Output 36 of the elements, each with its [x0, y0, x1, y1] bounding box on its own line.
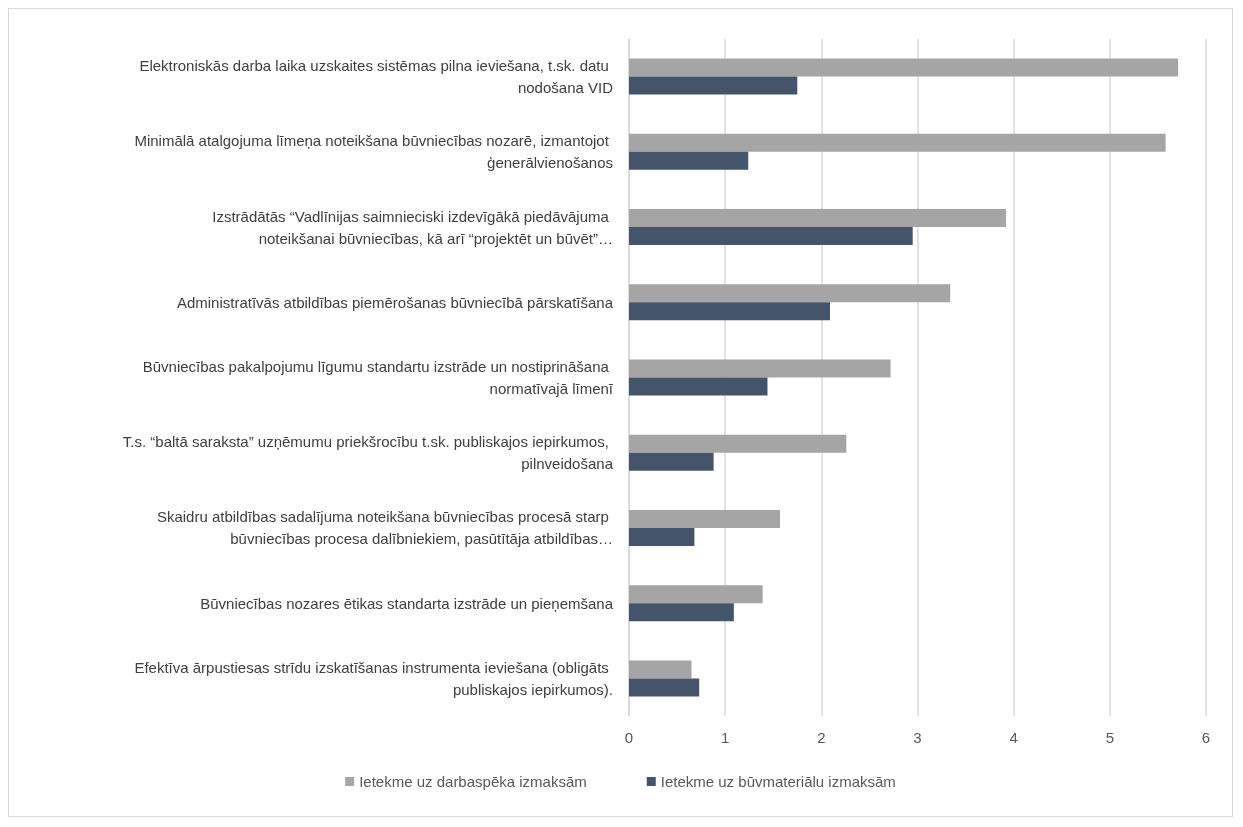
y-tick-label: Elektroniskās darba laika uzskaites sistēmas pilna ieviešana, t.sk. datu nodošana VID [139, 57, 614, 97]
bar [629, 284, 951, 303]
bar [629, 660, 692, 679]
y-tick-label: Efektīva ārpustiesas strīdu izskatīšanas instrumenta ieviešana (obligāts publiskajos iepirkumos). [134, 658, 613, 698]
y-tick-label: Administratīvās atbildības piemērošanas būvniecībā pārskatīšana [176, 293, 614, 311]
x-tick-label: 0 [624, 729, 634, 746]
legend-label: Ietekme uz būvmateriālu izmaksām [660, 773, 896, 790]
y-tick-label: Būvniecības pakalpojumu līgumu standartu izstrāde un nostiprināšana normatīvajā līmenī [142, 358, 614, 397]
bar [629, 227, 913, 246]
y-tick-label: Skaidru atbildības sadalījuma noteikšana būvniecības procesā starp būvniecības procesa dalībniekiem, pasūtītāja atbildības… [156, 508, 613, 548]
bar [629, 151, 749, 170]
x-tick-label: 1 [720, 729, 730, 746]
bar [629, 434, 847, 453]
y-tick-label: T.s. “baltā saraksta” uzņēmumu priekšrocību t.sk. publiskajos iepirkumos, pilnveidošana [122, 433, 614, 473]
bar [629, 377, 768, 396]
x-tick-label: 6 [1201, 729, 1211, 746]
bar [629, 585, 763, 604]
x-tick-label: 5 [1105, 729, 1115, 746]
x-tick-label: 3 [913, 729, 922, 746]
bar [629, 359, 891, 378]
bar [629, 302, 830, 321]
x-tick-label: 4 [1009, 729, 1018, 746]
bar [629, 76, 798, 95]
x-tick-label: 2 [817, 729, 826, 746]
bar [629, 603, 734, 622]
bar [629, 58, 1179, 77]
bar [629, 452, 714, 471]
legend-label: Ietekme uz darbaspēka izmaksām [359, 773, 587, 790]
bar [629, 209, 1006, 228]
y-tick-label: Minimālā atalgojuma līmeņa noteikšana būvniecības nozarē, izmantojot ģenerālvienošanos [134, 132, 613, 172]
y-tick-label: Būvniecības nozares ētikas standarta izstrāde un pieņemšana [200, 594, 614, 612]
bar [629, 133, 1166, 152]
bar [629, 678, 700, 697]
bar [629, 527, 695, 546]
y-tick-label: Izstrādātās “Vadlīnijas saimnieciski izdevīgākā piedāvājuma noteikšanai būvniecības, kā arī “projektēt un būvēt”… [212, 207, 613, 247]
bar [629, 509, 780, 528]
